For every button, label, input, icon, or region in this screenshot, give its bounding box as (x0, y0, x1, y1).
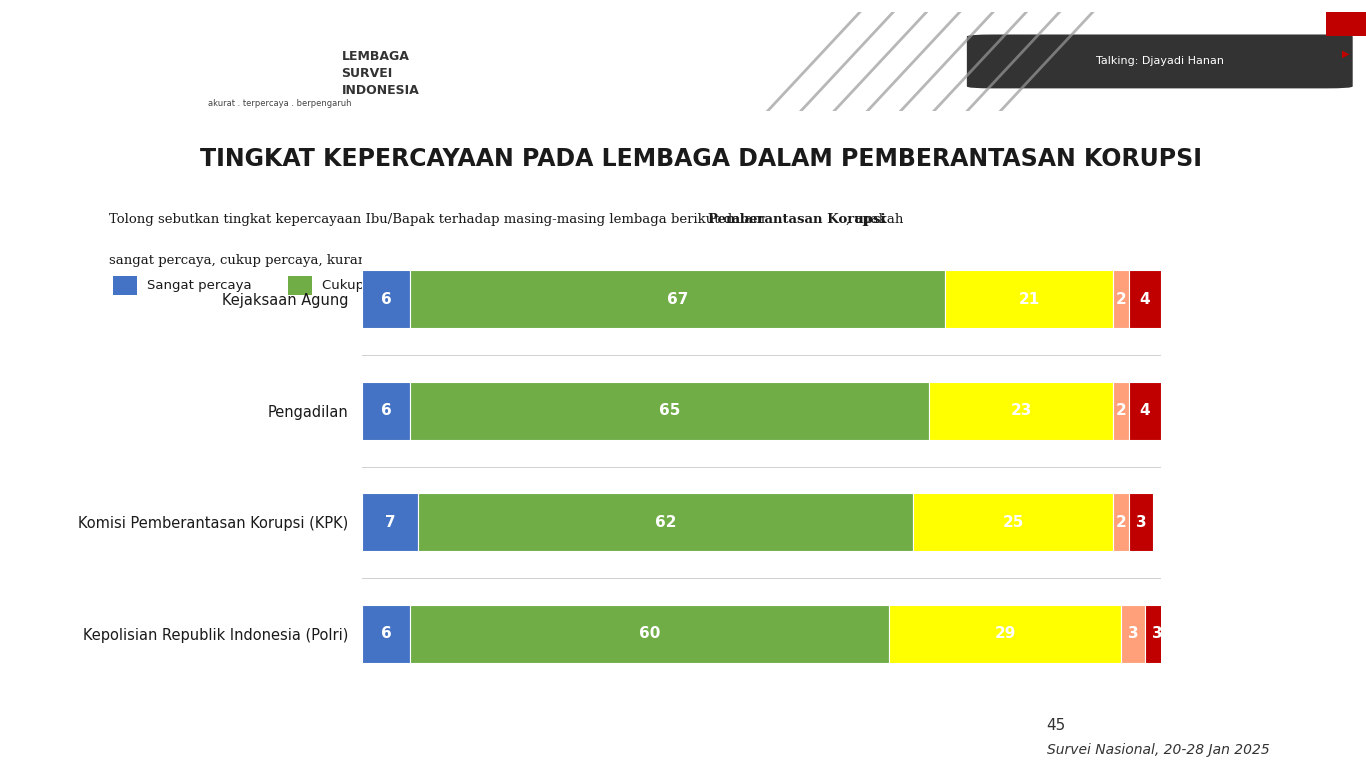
Bar (929, 382, 1113, 440)
Bar (1130, 493, 1153, 551)
Text: sangat percaya, cukup percaya, kurang percaya, atau tidak percaya sama sekali?  : sangat percaya, cukup percaya, kurang pe… (109, 254, 687, 266)
Text: Kurang percaya: Kurang percaya (489, 279, 594, 292)
Text: 2: 2 (1116, 403, 1127, 419)
Bar (288, 276, 311, 295)
Bar (410, 382, 929, 440)
Text: INDONESIA: INDONESIA (342, 84, 419, 97)
Bar (362, 604, 410, 663)
Text: Survei Nasional, 20-28 Jan 2025: Survei Nasional, 20-28 Jan 2025 (1046, 743, 1269, 756)
Text: 4: 4 (1139, 292, 1150, 307)
Text: 3: 3 (1128, 626, 1138, 641)
Text: 21: 21 (1019, 292, 1040, 307)
Bar (889, 604, 1121, 663)
Text: TINGKAT KEPERCAYAAN PADA LEMBAGA DALAM PEMBERANTASAN KORUPSI: TINGKAT KEPERCAYAAN PADA LEMBAGA DALAM P… (199, 147, 1202, 171)
Text: 65: 65 (658, 403, 680, 419)
Text: 23: 23 (1011, 403, 1031, 419)
Text: 67: 67 (667, 292, 688, 307)
Text: 2: 2 (1116, 292, 1127, 307)
Bar (914, 493, 1113, 551)
Text: 29: 29 (994, 626, 1016, 641)
Bar (1326, 12, 1366, 37)
Text: 3: 3 (1152, 626, 1162, 641)
Text: 25: 25 (1003, 515, 1024, 530)
Bar (362, 493, 418, 551)
Bar (1130, 382, 1161, 440)
FancyBboxPatch shape (967, 35, 1352, 88)
Text: Tolong sebutkan tingkat kepercayaan Ibu/Bapak terhadap masing-masing lembaga ber: Tolong sebutkan tingkat kepercayaan Ibu/… (109, 214, 769, 226)
Bar (362, 382, 410, 440)
Bar (1121, 604, 1145, 663)
Text: 45: 45 (1046, 718, 1065, 733)
Text: 62: 62 (654, 515, 676, 530)
Bar (630, 276, 654, 295)
Bar (1130, 270, 1161, 329)
Text: Tidak percaya sama sekali: Tidak percaya sama sekali (664, 279, 841, 292)
Bar (1145, 604, 1169, 663)
Bar (455, 276, 479, 295)
Text: SURVEI: SURVEI (342, 67, 393, 80)
Text: 60: 60 (639, 626, 660, 641)
Text: ▶: ▶ (1343, 48, 1350, 58)
Text: Cukup percaya: Cukup percaya (322, 279, 422, 292)
Text: 7: 7 (385, 515, 395, 530)
Text: 6: 6 (381, 292, 391, 307)
Text: 3: 3 (1135, 515, 1146, 530)
Text: 6: 6 (381, 403, 391, 419)
Text: Pemberantasan Korupsi: Pemberantasan Korupsi (708, 214, 885, 226)
Text: Talking: Djayadi Hanan: Talking: Djayadi Hanan (1096, 56, 1224, 67)
Text: 6: 6 (381, 626, 391, 641)
Text: , apakah: , apakah (847, 214, 904, 226)
Bar (112, 276, 137, 295)
Text: akurat . terpercaya . berpengaruh: akurat . terpercaya . berpengaruh (209, 99, 352, 108)
Bar (410, 604, 889, 663)
Text: TT/TJ: TT/TJ (923, 279, 956, 292)
Text: 2: 2 (1116, 515, 1127, 530)
Bar (1113, 493, 1130, 551)
Bar (418, 493, 914, 551)
Text: 4: 4 (1139, 403, 1150, 419)
Bar (410, 270, 945, 329)
Text: LEMBAGA: LEMBAGA (342, 50, 410, 63)
Bar (889, 276, 912, 295)
Bar (1113, 382, 1130, 440)
Bar (945, 270, 1113, 329)
Bar (362, 270, 410, 329)
Bar (1113, 270, 1130, 329)
Text: Sangat percaya: Sangat percaya (148, 279, 251, 292)
